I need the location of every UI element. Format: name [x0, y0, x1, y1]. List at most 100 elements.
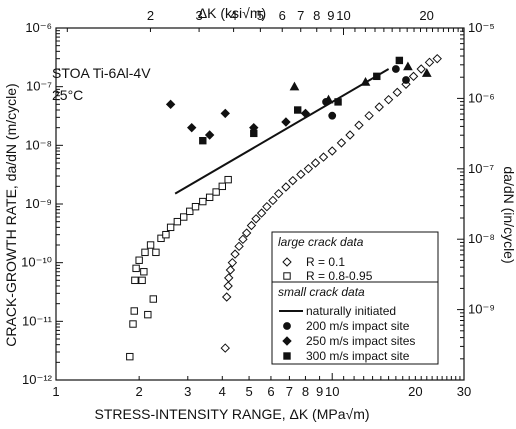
x-tick-label: 30 [457, 384, 471, 399]
legend-marker-square-open [283, 272, 291, 280]
legend-title-large: large crack data [278, 235, 364, 249]
legend-marker-diamond-open [282, 257, 292, 267]
x-tick-label: 10 [325, 384, 339, 399]
data-point-diamond-open [223, 281, 233, 291]
data-point-square-open [186, 207, 194, 216]
x2-tick-label: 2 [147, 8, 154, 23]
data-point-diamond-open [230, 249, 240, 259]
data-point-diamond-open [224, 273, 234, 283]
data-point-square-open [135, 256, 143, 264]
y-tick-label: 10⁻⁶ [25, 20, 52, 35]
data-point-square-open [149, 295, 157, 303]
data-point-square-open [205, 193, 214, 202]
data-point-square-open [191, 202, 200, 211]
y2-tick-label: 10⁻⁶ [468, 90, 495, 105]
legend-entry-label: 300 m/s impact site [306, 349, 410, 363]
data-point-triangle [323, 94, 334, 104]
data-point-diamond-open [225, 265, 236, 275]
data-point-diamond-open [408, 71, 419, 82]
data-point-diamond-open [246, 220, 257, 231]
x-tick-label: 6 [267, 384, 274, 399]
data-point-diamond-open [383, 94, 394, 105]
data-point-diamond-open [318, 152, 329, 162]
data-point-diamond-open [281, 182, 291, 192]
legend-entry-label: 250 m/s impact sites [306, 334, 415, 348]
x2-tick-label: 9 [327, 8, 334, 23]
data-point-diamond-open [303, 163, 314, 174]
data-point-diamond-open [222, 292, 232, 302]
x2-tick-label: 7 [297, 8, 304, 23]
data-point-square [334, 98, 342, 106]
y-tick-label: 10⁻¹² [22, 372, 53, 387]
data-point-diamond-open [262, 201, 272, 212]
data-point-square-open [126, 352, 134, 361]
data-point-diamond-open [310, 158, 321, 168]
data-point-square-open [162, 230, 170, 239]
chart-marks [126, 53, 442, 361]
data-point-diamond-open [424, 57, 435, 68]
x-tick-label: 9 [316, 384, 323, 399]
data-point-square-open [180, 213, 188, 221]
y-tick-label: 10⁻⁷ [26, 79, 52, 94]
data-point-diamond-open [296, 169, 306, 180]
data-point-square-open [152, 248, 160, 257]
data-point-diamond-open [288, 175, 298, 186]
trend-line-naturally-initiated [174, 68, 390, 195]
x2-tick-label: 3 [195, 8, 202, 23]
data-point-diamond [204, 130, 215, 140]
data-point-circle [391, 65, 400, 73]
legend-entry-label: 200 m/s impact site [306, 319, 410, 333]
data-point-square-open [140, 268, 148, 276]
data-point-square-open [173, 217, 182, 226]
data-point-square [373, 72, 381, 81]
x-tick-label: 1 [52, 384, 59, 399]
data-point-square [250, 129, 258, 138]
data-point-diamond-open [364, 110, 374, 121]
data-point-diamond [300, 108, 311, 119]
x-tick-label: 3 [184, 384, 191, 399]
data-point-diamond-open [234, 241, 244, 252]
x-tick-label: 20 [408, 384, 422, 399]
y-tick-label: 10⁻⁹ [25, 196, 52, 211]
legend-title-small: small crack data [278, 285, 365, 299]
data-point-triangle [421, 68, 432, 77]
x2-tick-label: 5 [257, 8, 264, 23]
data-point-diamond [220, 108, 230, 119]
legend-marker-diamond [282, 336, 292, 346]
x2-tick-label: 8 [313, 8, 320, 23]
data-point-square-open [130, 307, 138, 315]
x-axis-title: STRESS-INTENSITY RANGE, ΔK (MPa√m) [94, 406, 369, 422]
data-point-square-open [166, 223, 175, 232]
data-point-triangle [403, 61, 413, 71]
data-point-square-open [224, 175, 232, 184]
data-point-diamond [187, 122, 197, 133]
y2-tick-label: 10⁻⁸ [468, 231, 495, 246]
y2-tick-label: 10⁻⁵ [468, 20, 495, 35]
data-point-square-open [129, 320, 137, 328]
data-point-diamond [281, 117, 291, 127]
data-point-circle [328, 111, 337, 120]
data-point-triangle [289, 81, 300, 91]
data-point-square [199, 136, 207, 145]
legend: large crack data small crack data R = 0.… [271, 231, 439, 365]
data-point-diamond-open [416, 64, 426, 74]
x2-tick-label: 10 [336, 8, 350, 23]
y-axis-title: CRACK-GROWTH RATE, da/dN (m/cycle) [3, 83, 19, 346]
y2-tick-label: 10⁻⁷ [468, 161, 494, 176]
y2-tick-label: 10⁻⁹ [468, 302, 495, 317]
x-tick-label: 8 [302, 384, 309, 399]
x2-axis-title: ΔK (ksi√m) [198, 5, 266, 21]
x-tick-label: 2 [136, 384, 143, 399]
annotation-temperature: 25°C [52, 87, 83, 103]
data-point-diamond [165, 99, 176, 110]
data-point-diamond-open [327, 146, 337, 156]
y2-axis-title: da/dN (in/cycle) [501, 166, 516, 263]
data-point-diamond-open [432, 53, 442, 64]
data-point-square [294, 106, 302, 114]
data-point-diamond-open [238, 234, 248, 245]
data-point-diamond-open [273, 188, 284, 199]
data-point-square-open [131, 276, 139, 285]
legend-entry-label: R = 0.1 [306, 255, 345, 269]
legend-entry-label: R = 0.8-0.95 [306, 269, 373, 283]
